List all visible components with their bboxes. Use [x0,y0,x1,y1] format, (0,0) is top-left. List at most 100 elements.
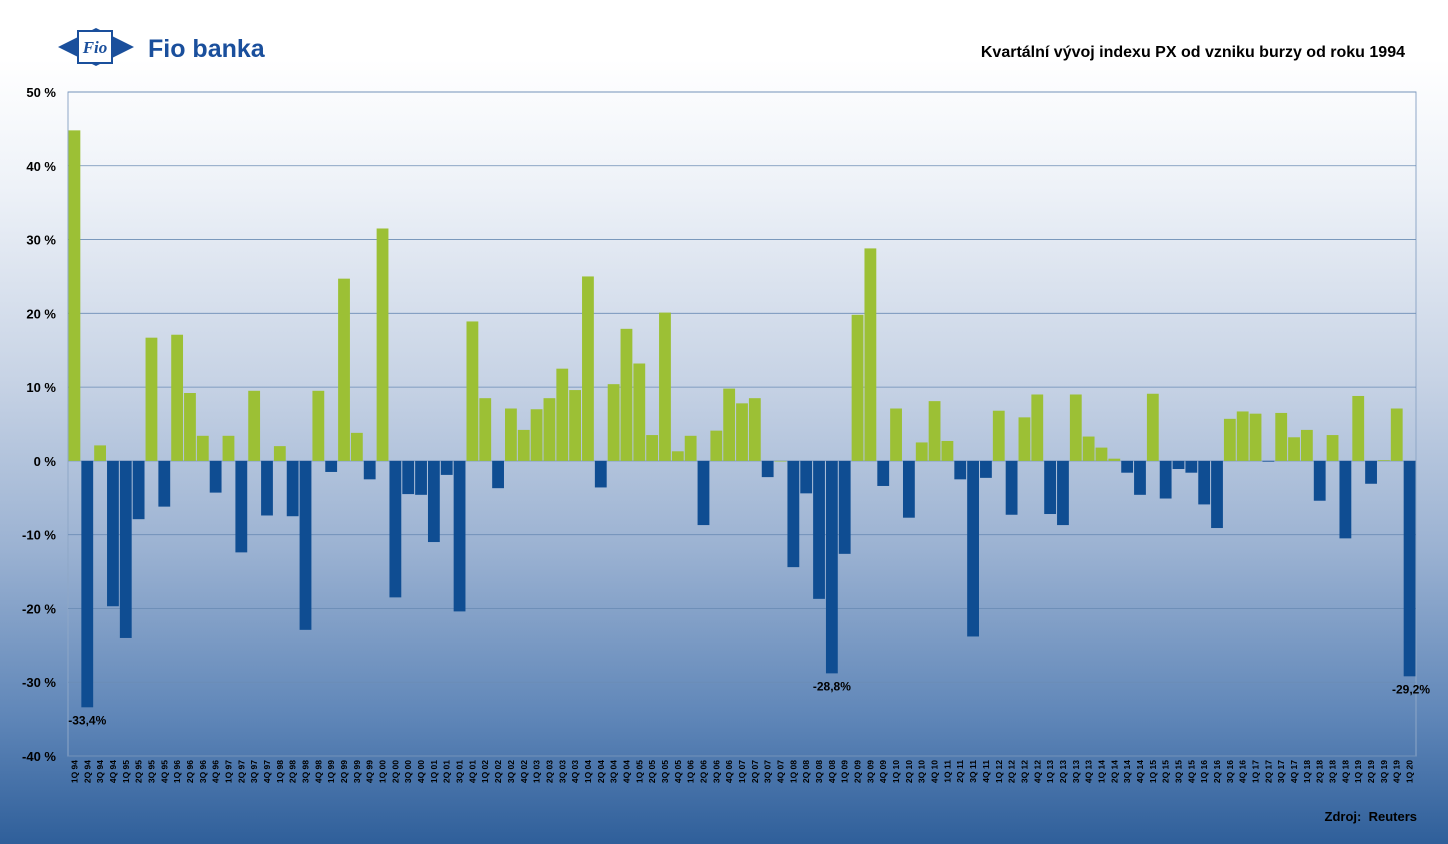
x-tick-label: 1Q 19 [1353,760,1363,783]
x-tick-label: 4Q 01 [467,760,477,783]
y-axis: 50 % 40 % 30 % 20 % 10 % 0 % -10 % -20 % -30 % -4… [22,85,56,764]
bar-4q-08 [825,460,838,674]
x-tick-label: 2Q 03 [544,760,554,783]
x-tick-label: 2Q 11 [955,760,965,783]
x-tick-label: 2Q 05 [647,760,657,783]
bar-1q-98 [273,446,286,461]
x-tick-label: 3Q 19 [1379,760,1389,783]
bar-2q-99 [338,278,350,461]
data-label: -29,2% [1392,682,1430,696]
x-tick-label: 1Q 20 [1405,760,1415,783]
bar-4q-19 [1390,408,1403,461]
x-tick-label: 3Q 09 [865,760,875,783]
x-tick-label: 3Q 18 [1328,760,1338,783]
bar-4q-94 [107,460,119,607]
x-tick-label: 2Q 16 [1212,760,1222,783]
bar-4q-97 [261,460,273,516]
x-tick-label: 4Q 13 [1084,760,1094,783]
bar-2q-17 [1262,460,1275,462]
y-tick-label: 40 % [26,159,56,174]
bar-1q-11 [941,440,954,461]
x-tick-label: 2Q 02 [493,760,503,783]
y-tick-label: 10 % [26,380,56,395]
bar-2q-09 [851,314,864,461]
y-tick-label: 20 % [26,306,56,321]
bar-1q-14 [1095,447,1108,461]
bar-3q-04 [607,384,620,461]
x-tick-label: 4Q 18 [1340,760,1350,783]
bar-1q-13 [1044,460,1057,515]
bar-3q-10 [915,442,928,461]
bar-2q-15 [1159,460,1172,499]
x-tick-label: 1Q 01 [429,760,439,783]
x-tick-label: 4Q 02 [519,760,529,783]
bar-2q-14 [1108,458,1121,461]
bar-4q-99 [363,460,376,480]
fio-logo-mark: Fio [82,38,108,57]
x-tick-label: 3Q 04 [609,760,619,783]
x-tick-label: 3Q 01 [455,760,465,783]
bar-2q-98 [286,460,299,517]
bar-3q-18 [1326,435,1339,461]
bar-3q-02 [505,408,517,461]
bar-2q-94 [81,460,94,708]
bar-2q-00 [389,460,402,598]
bar-4q-14 [1134,460,1146,495]
x-tick-label: 1Q 11 [942,760,952,783]
bar-4q-12 [1031,394,1044,461]
x-tick-label: 3Q 94 [95,760,105,783]
y-tick-label: -40 % [22,749,56,764]
x-tick-label: 1Q 97 [223,760,233,783]
x-tick-label: 4Q 98 [313,760,323,783]
bar-4q-09 [877,460,890,486]
x-tick-label: 2Q 08 [801,760,811,783]
x-tick-label: 4Q 17 [1289,760,1299,783]
bar-4q-95 [158,460,171,507]
bar-4q-13 [1082,436,1095,461]
bar-2q-06 [697,460,710,526]
x-tick-label: 4Q 97 [262,760,272,783]
bar-1q-04 [582,276,594,461]
annotations: -33,4% -28,8% -29,2% [68,679,1430,727]
x-tick-label: 1Q 95 [121,760,131,783]
x-tick-label: 1Q 14 [1096,760,1106,783]
bar-3q-17 [1275,412,1288,461]
x-tick-label: 2Q 15 [1161,760,1171,783]
x-tick-label: 1Q 05 [634,760,644,783]
bar-4q-17 [1288,437,1300,461]
source-label: Zdroj: Reuters [1325,809,1417,824]
bar-1q-03 [530,409,543,461]
bar-3q-06 [710,430,723,461]
bar-2q-08 [800,460,813,494]
bar-4q-15 [1185,460,1198,473]
x-tick-label: 3Q 95 [146,760,156,783]
bar-3q-00 [402,460,415,495]
bar-1q-16 [1198,460,1211,505]
x-tick-label: 1Q 06 [686,760,696,783]
bar-1q-18 [1300,429,1313,461]
bar-3q-03 [556,368,569,461]
x-tick-label: 3Q 07 [763,760,773,783]
x-tick-label: 4Q 09 [878,760,888,783]
x-tick-label: 1Q 96 [172,760,182,783]
bar-1q-08 [787,460,800,568]
y-tick-label: -30 % [22,675,56,690]
bar-4q-02 [517,429,530,461]
x-tick-label: 4Q 00 [416,760,426,783]
x-tick-label: 4Q 07 [776,760,786,783]
bar-3q-09 [864,248,877,461]
x-tick-label: 3Q 08 [814,760,824,783]
x-tick-label: 1Q 13 [1045,760,1055,783]
x-tick-label: 4Q 16 [1238,760,1248,783]
x-tick-label: 2Q 19 [1366,760,1376,783]
x-tick-label: 3Q 96 [198,760,208,783]
bar-2q-05 [646,435,659,461]
x-tick-label: 1Q 16 [1199,760,1209,783]
bar-2q-10 [902,460,915,518]
bar-4q-06 [723,388,736,461]
x-tick-label: 2Q 94 [82,760,92,783]
bar-1q-01 [427,460,440,543]
bar-3q-11 [967,460,979,637]
bar-3q-07 [761,460,774,478]
